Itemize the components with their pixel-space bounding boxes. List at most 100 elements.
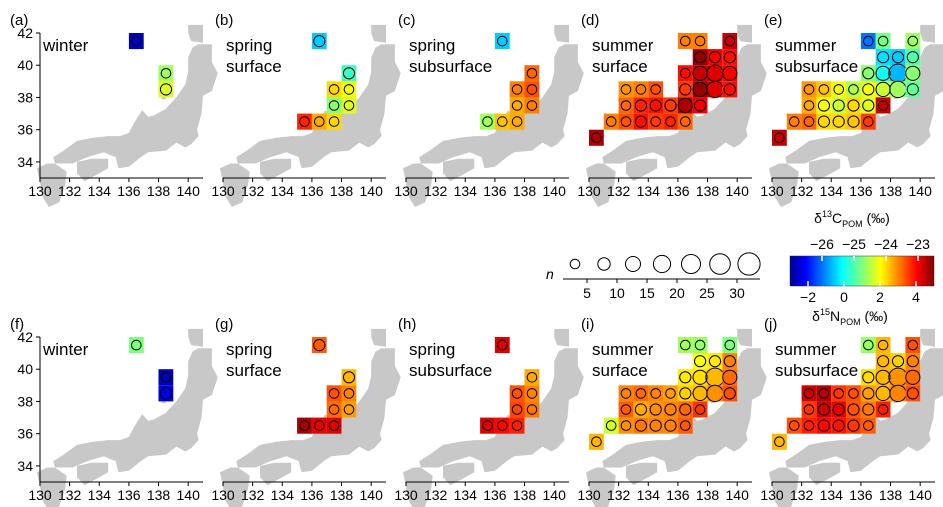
n-legend-circle <box>625 256 641 272</box>
x-tick-label: 130 <box>760 487 784 503</box>
land-mass <box>37 163 67 207</box>
sample-count-marker <box>664 99 677 112</box>
sample-count-marker <box>724 35 736 47</box>
grid-cell <box>677 113 693 130</box>
panel-letter: (e) <box>764 12 782 29</box>
sample-count-marker <box>497 116 508 127</box>
sample-count-marker <box>694 339 706 351</box>
land-mass <box>188 24 203 43</box>
sample-count-marker <box>862 67 875 80</box>
grid-cell <box>831 385 847 402</box>
nitrogen-colorbar-tick-label: −2 <box>800 289 816 305</box>
grid-cell <box>341 81 357 98</box>
grid-cell <box>875 369 891 386</box>
grid-cell <box>677 417 693 434</box>
land-mass <box>602 348 767 473</box>
sample-count-marker <box>482 420 493 431</box>
grid-cell <box>494 337 510 354</box>
sample-count-marker <box>848 84 859 95</box>
n-legend-tick-label: 25 <box>699 285 715 301</box>
grid-cell <box>509 97 525 114</box>
grid-cell <box>648 113 664 130</box>
x-tick-label: 136 <box>300 183 324 199</box>
sample-count-marker <box>723 83 736 96</box>
land-mass <box>769 163 799 207</box>
grid-cell <box>875 337 891 354</box>
y-tick-label: 34 <box>17 154 33 170</box>
sample-count-marker <box>680 68 691 79</box>
land-mass <box>785 44 943 169</box>
sample-count-marker <box>788 420 800 431</box>
colorbar: δ13CPOM (‰) δ15NPOM (‰) −26 −25 −24 −23 −2 0 2… <box>789 209 935 327</box>
grid-cell <box>618 113 634 130</box>
sample-count-marker <box>862 387 875 400</box>
n-legend-tick-label: 30 <box>729 285 745 301</box>
x-tick-label: 136 <box>849 183 873 199</box>
x-tick-label: 130 <box>28 183 52 199</box>
x-tick-label: 136 <box>117 487 141 503</box>
grid-cell <box>326 401 342 418</box>
grid-cell <box>692 337 708 354</box>
sample-count-marker <box>634 115 648 128</box>
grid-cell <box>677 97 693 114</box>
grid-cell <box>677 65 693 82</box>
grid-cell <box>860 417 876 434</box>
sample-count-marker <box>723 387 736 400</box>
x-tick-label: 138 <box>879 183 903 199</box>
x-tick-label: 138 <box>330 183 354 199</box>
sample-count-marker <box>847 99 860 112</box>
land-mass <box>419 348 584 473</box>
n-legend-tick-label: 5 <box>583 285 591 301</box>
grid-cell <box>801 113 817 130</box>
sample-count-marker <box>511 388 523 399</box>
grid-cell <box>801 385 817 402</box>
land-mass <box>37 467 67 507</box>
panel-b: 130 132 134 136 138 140 (b) spring surface <box>211 12 401 207</box>
x-tick-label: 134 <box>88 487 112 503</box>
grid-cell <box>311 113 327 130</box>
grid-cell <box>692 33 708 50</box>
panel-title: surface <box>592 57 648 76</box>
x-tick-label: 136 <box>483 183 507 199</box>
sample-count-marker <box>723 355 736 368</box>
grid-cell <box>618 385 634 402</box>
sample-count-marker <box>314 420 325 431</box>
land-mass <box>419 44 584 169</box>
y-tick-label: 34 <box>17 458 33 474</box>
grid-cell <box>860 33 876 50</box>
grid-cell <box>480 417 495 434</box>
x-tick-label: 134 <box>271 487 295 503</box>
sample-count-marker <box>679 83 692 96</box>
sample-count-marker <box>677 97 693 114</box>
x-tick-label: 130 <box>211 487 235 503</box>
grid-cell <box>692 385 708 402</box>
grid-cell <box>326 113 342 130</box>
panel-letter: (a) <box>10 12 28 29</box>
sample-count-marker <box>877 404 889 415</box>
grid-cell <box>509 417 525 434</box>
x-tick-label: 134 <box>454 487 478 503</box>
sample-count-marker <box>803 84 815 95</box>
sample-count-marker <box>620 100 632 111</box>
sample-count-marker <box>680 116 691 127</box>
grid-cell <box>524 97 540 114</box>
grid-cell <box>524 81 540 98</box>
grid-cell <box>509 401 525 418</box>
panel-c: 130 132 134 136 138 140 (c) spring subsurface <box>394 12 584 207</box>
sample-count-marker <box>862 99 875 112</box>
panel-a: 130 132 134 136 138 140 34 36 38 40 42(a) winter <box>10 12 218 207</box>
x-tick-label: 136 <box>849 487 873 503</box>
sample-count-marker <box>847 115 860 128</box>
sample-count-marker <box>694 404 706 415</box>
sample-count-marker <box>313 35 326 48</box>
sample-count-marker <box>526 404 538 415</box>
sample-count-marker <box>833 84 845 95</box>
sample-count-marker <box>620 116 632 127</box>
land-mass <box>443 462 475 486</box>
land-mass <box>260 462 292 486</box>
sample-count-marker <box>620 388 632 399</box>
sample-count-marker <box>832 403 845 416</box>
sample-count-marker <box>803 420 815 431</box>
x-tick-label: 132 <box>607 487 631 503</box>
sample-count-marker <box>906 355 919 368</box>
